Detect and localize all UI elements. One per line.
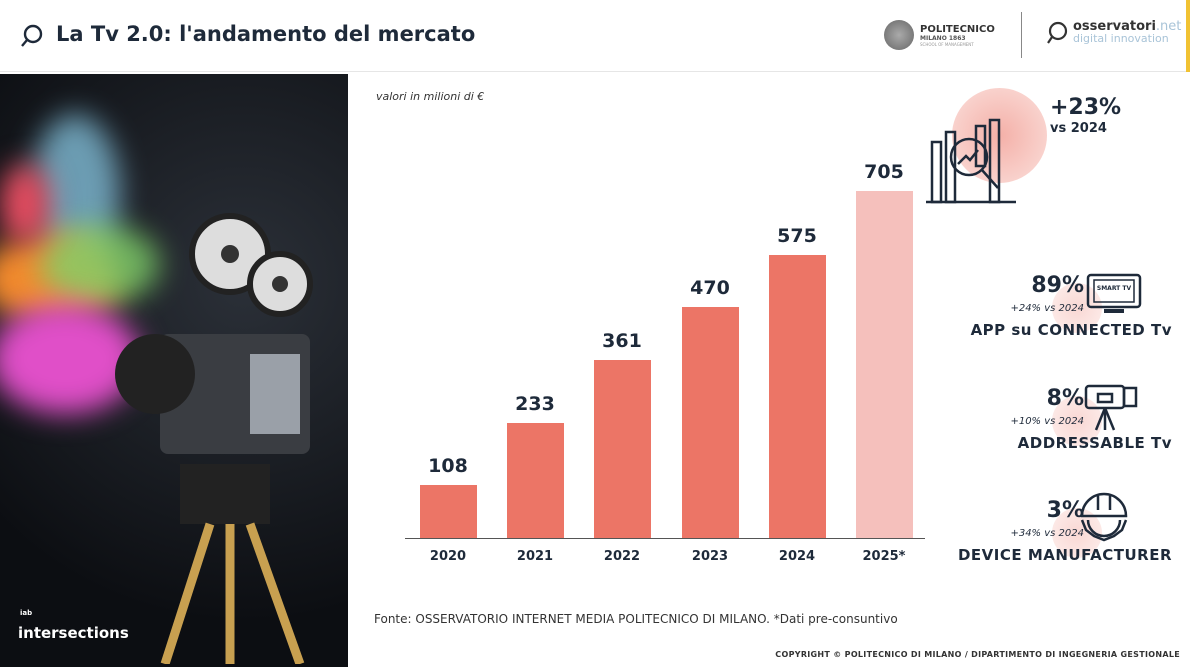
kpi-label: ADDRESSABLE Tv [1017, 434, 1172, 452]
intersections-logo: intersections [18, 624, 129, 642]
iab-logo: iab [20, 609, 33, 617]
bar-2021 [507, 423, 564, 538]
kpi-delta: +10% vs 2024 [1010, 416, 1084, 427]
kpi-label: DEVICE MANUFACTURER [957, 546, 1172, 564]
x-tick-label: 2025* [862, 549, 906, 564]
growth-callout: +23% vs 2024 [1050, 95, 1121, 136]
politecnico-school: SCHOOL OF MANAGEMENT [920, 41, 974, 47]
kpi-device-manufacturer: 3% +34% vs 2024 DEVICE MANUFACTURER [932, 492, 1172, 568]
kpi-delta: +24% vs 2024 [1010, 303, 1084, 314]
kpi-label: APP su CONNECTED Tv [970, 321, 1172, 339]
chart-units: valori in milioni di € [376, 90, 485, 103]
bar-2024 [769, 254, 826, 538]
kpi-delta: +34% vs 2024 [1010, 528, 1084, 539]
film-camera-photo: iab intersections [0, 74, 348, 667]
politecnico-logo: POLITECNICO MILANO 1863 SCHOOL OF MANAGE… [884, 20, 995, 50]
kpi-pct: 8% [1046, 386, 1084, 411]
osservatori-icon [1047, 21, 1068, 44]
smart-tv-icon: SMART TV [1086, 273, 1142, 313]
search-bubble-icon [21, 24, 43, 47]
logo-divider [1021, 12, 1022, 58]
edge-accent [1186, 0, 1190, 72]
osservatori-name: osservatori [1073, 19, 1156, 34]
data-label: 361 [602, 330, 642, 353]
bar-2020 [420, 484, 477, 538]
data-label: 575 [777, 224, 817, 247]
data-label: 470 [690, 276, 730, 299]
source-note: Fonte: OSSERVATORIO INTERNET MEDIA POLIT… [374, 612, 898, 626]
growth-label: vs 2024 [1050, 121, 1107, 136]
video-camera-icon [1084, 384, 1138, 431]
bar-2022 [594, 360, 651, 538]
page-title: La Tv 2.0: l'andamento del mercato [56, 22, 476, 46]
kpi-pct: 3% [1046, 498, 1084, 523]
kpi-pct: 89% [1031, 273, 1084, 298]
data-label: 233 [515, 393, 555, 416]
x-tick-label: 2024 [778, 549, 816, 564]
data-label: 705 [864, 161, 904, 183]
bar-2023 [682, 306, 739, 538]
copyright: COPYRIGHT © POLITECNICO DI MILANO / DIPA… [775, 650, 1180, 659]
kpi-addressable-tv: 8% +10% vs 2024 ADDRESSABLE Tv [932, 384, 1172, 456]
growth-chart-icon [926, 118, 1016, 204]
data-label: 108 [428, 454, 468, 477]
header: La Tv 2.0: l'andamento del mercato POLIT… [0, 0, 1190, 72]
bar-2025* [856, 191, 913, 538]
politecnico-sub: MILANO 1863 [920, 34, 966, 42]
hardhat-gear-icon [1080, 492, 1128, 542]
svg-text:SMART TV: SMART TV [1097, 285, 1132, 292]
x-tick-label: 2020 [429, 549, 467, 564]
osservatori-logo: osservatori.net digital innovation [1046, 20, 1181, 45]
osservatori-tld: .net [1155, 19, 1182, 34]
growth-value: +23% [1050, 95, 1122, 120]
film-camera-icon [115, 213, 313, 664]
kpi-connected-tv: 89% +24% vs 2024 SMART TV APP su CONNECT… [932, 273, 1172, 343]
x-tick-label: 2021 [516, 549, 554, 564]
x-tick-label: 2023 [691, 549, 729, 564]
politecnico-name: POLITECNICO [920, 23, 995, 35]
osservatori-tagline: digital innovation [1073, 32, 1169, 45]
x-tick-label: 2022 [603, 549, 641, 564]
politecnico-seal-icon [884, 20, 914, 50]
x-axis [405, 538, 925, 539]
